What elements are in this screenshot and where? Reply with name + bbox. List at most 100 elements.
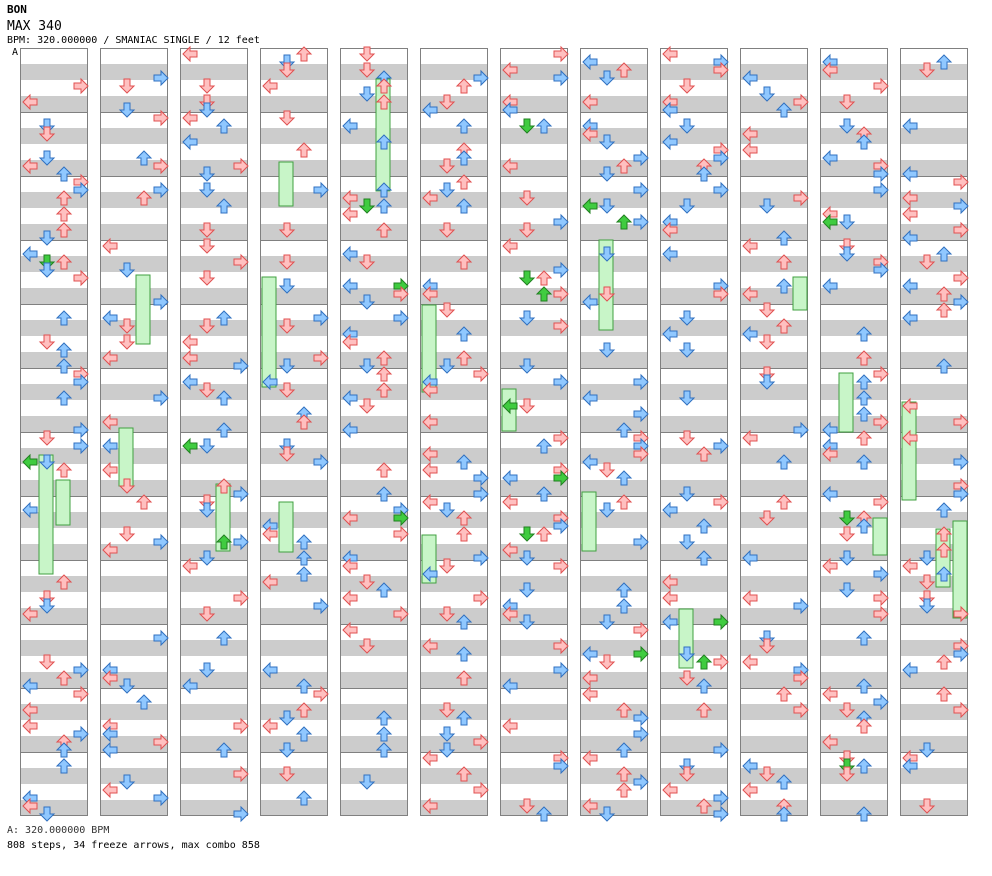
step-arrow <box>38 230 56 246</box>
beat-stripe <box>820 800 888 816</box>
beat-stripe <box>260 128 328 144</box>
beat-stripe <box>100 768 168 784</box>
step-arrow <box>902 557 918 575</box>
step-arrow <box>775 230 793 246</box>
beat-stripe <box>500 704 568 720</box>
step-arrow <box>118 102 136 118</box>
step-arrow <box>633 405 649 423</box>
step-arrow <box>198 182 216 198</box>
step-arrow <box>553 261 569 279</box>
step-arrow <box>118 478 136 494</box>
step-arrow <box>438 606 456 622</box>
step-arrow <box>455 646 473 662</box>
beat-stripe <box>500 128 568 144</box>
step-arrow <box>793 701 809 719</box>
beat-stripe <box>180 800 248 816</box>
step-arrow <box>55 166 73 182</box>
beat-stripe <box>580 768 648 784</box>
beat-stripe <box>900 128 968 144</box>
step-arrow <box>55 190 73 206</box>
step-arrow <box>473 485 489 503</box>
step-arrow <box>553 285 569 303</box>
step-arrow <box>153 109 169 127</box>
step-arrow <box>935 542 953 558</box>
beat-stripe <box>420 672 488 688</box>
beat-stripe <box>740 672 808 688</box>
step-arrow <box>553 637 569 655</box>
beat-stripe <box>500 416 568 432</box>
step-arrow <box>153 629 169 647</box>
step-arrow <box>455 174 473 190</box>
beat-stripe <box>820 704 888 720</box>
step-arrow <box>38 806 56 822</box>
step-arrow <box>102 237 118 255</box>
step-arrow <box>582 797 598 815</box>
step-arrow <box>38 654 56 670</box>
step-arrow <box>662 133 678 151</box>
chart-column <box>260 46 329 816</box>
step-arrow <box>518 550 536 566</box>
step-arrow <box>953 453 969 471</box>
step-arrow <box>838 94 856 110</box>
beat-stripe <box>340 480 408 496</box>
step-arrow <box>775 278 793 294</box>
step-arrow <box>55 758 73 774</box>
step-arrow <box>713 741 729 759</box>
beat-stripe <box>900 64 968 80</box>
beat-stripe <box>660 672 728 688</box>
step-arrow <box>758 374 776 390</box>
step-arrow <box>953 293 969 311</box>
step-arrow <box>615 742 633 758</box>
beat-stripe <box>340 352 408 368</box>
step-arrow <box>118 318 136 334</box>
step-arrow <box>358 294 376 310</box>
beat-stripe <box>180 736 248 752</box>
step-arrow <box>135 694 153 710</box>
step-arrow <box>102 349 118 367</box>
step-arrow <box>215 118 233 134</box>
step-arrow <box>758 86 776 102</box>
beat-stripe <box>260 224 328 240</box>
step-arrow <box>553 45 569 63</box>
step-arrow <box>262 661 278 679</box>
step-arrow <box>22 93 38 111</box>
step-arrow <box>918 798 936 814</box>
beat-stripe <box>340 160 408 176</box>
step-arrow <box>102 541 118 559</box>
step-arrow <box>102 413 118 431</box>
beat-stripe <box>180 640 248 656</box>
beat-stripe <box>820 608 888 624</box>
step-arrow <box>775 454 793 470</box>
beat-stripe <box>340 576 408 592</box>
step-arrow <box>633 445 649 463</box>
beat-stripe <box>20 192 88 208</box>
step-arrow <box>822 557 838 575</box>
step-arrow <box>295 46 313 62</box>
beat-stripe <box>420 320 488 336</box>
step-arrow <box>873 565 889 583</box>
step-arrow <box>855 350 873 366</box>
beat-stripe <box>580 608 648 624</box>
step-arrow <box>633 709 649 727</box>
step-arrow <box>918 550 936 566</box>
step-arrow <box>695 518 713 534</box>
beat-stripe <box>900 672 968 688</box>
step-arrow <box>582 389 598 407</box>
step-arrow <box>633 149 649 167</box>
step-arrow <box>855 430 873 446</box>
beat-stripe <box>260 800 328 816</box>
beat-stripe <box>820 672 888 688</box>
beat-stripe <box>740 224 808 240</box>
step-arrow <box>662 781 678 799</box>
step-arrow <box>582 125 598 143</box>
beat-stripe <box>340 448 408 464</box>
step-arrow <box>598 614 616 630</box>
step-arrow <box>278 358 296 374</box>
step-arrow <box>935 358 953 374</box>
beat-stripe <box>740 256 808 272</box>
step-arrow <box>153 533 169 551</box>
step-arrow <box>615 766 633 782</box>
step-arrow <box>535 438 553 454</box>
beat-stripe <box>420 480 488 496</box>
step-arrow <box>775 102 793 118</box>
